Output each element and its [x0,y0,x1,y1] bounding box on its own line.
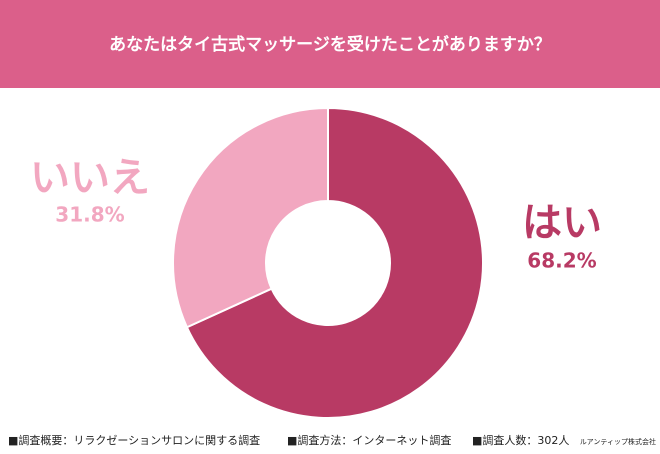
footer-item: ■調査方法：インターネット調査 [287,433,451,447]
category-label: はい [522,200,602,246]
chart-title: あなたはタイ古式マッサージを受けたことがありますか？ [109,34,551,55]
title-banner [0,0,660,88]
slice [172,106,329,329]
footer-item: ■調査概要：リラクゼーションサロンに関する調査 [8,433,260,447]
company: ルアンティップ株式会社 [580,437,656,446]
value-label: 68.2% [527,249,596,273]
category-label: いいえ [30,155,150,201]
slice [185,106,484,419]
footer-item: ■調査人数：302人 [472,433,569,447]
value-label: 31.8% [55,203,124,227]
